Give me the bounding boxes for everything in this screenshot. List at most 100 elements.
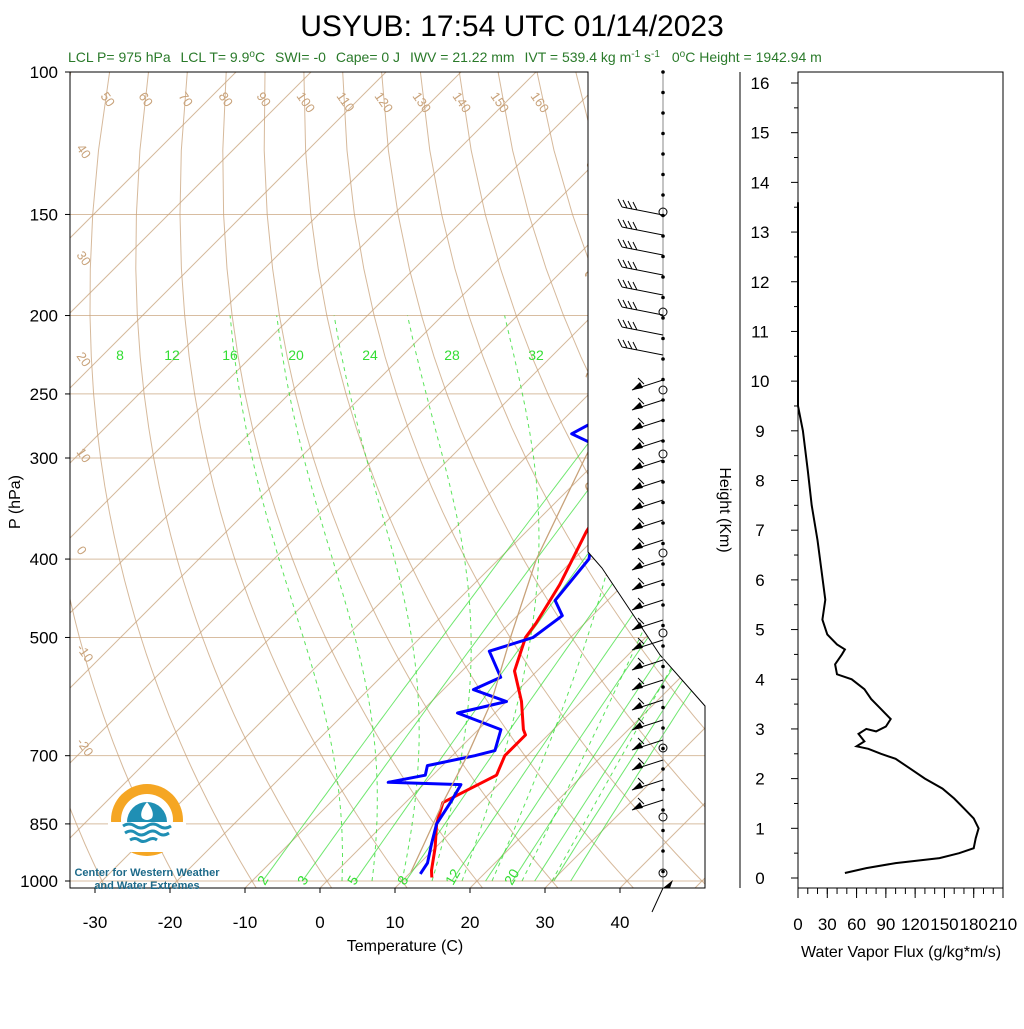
wind-level-dot bbox=[661, 603, 665, 607]
ivt: IVT = 539.4 kg m bbox=[525, 49, 632, 65]
chart-title: USYUB: 17:54 UTC 01/14/2023 bbox=[300, 10, 724, 43]
flux-y-tick-label: 11 bbox=[751, 322, 769, 341]
wind-level-dot bbox=[661, 562, 665, 566]
wind-level-dot bbox=[661, 501, 665, 505]
lcl-p: LCL P= 975 hPa bbox=[68, 49, 171, 65]
isotherm-label-top: 160 bbox=[528, 89, 553, 115]
isotherm-line bbox=[0, 72, 311, 898]
mixing-ratio-label-top: 28 bbox=[444, 347, 460, 363]
x-tick-label: -30 bbox=[83, 913, 108, 932]
isotherm-label-left: 10 bbox=[74, 445, 95, 465]
flux-x-tick-label: 60 bbox=[847, 915, 866, 934]
ivt-sup-2: -1 bbox=[651, 49, 660, 60]
flux-y-tick-label: 3 bbox=[755, 720, 764, 739]
flux-x-tick-label: 180 bbox=[960, 915, 988, 934]
dry-adiabat-line bbox=[90, 72, 263, 898]
y-tick-label: 250 bbox=[30, 385, 58, 404]
flux-y-tick-label: 8 bbox=[755, 472, 764, 491]
cw3e-logo: Center for Western Weather and Water Ext… bbox=[74, 784, 220, 892]
isotherm-label-top: 150 bbox=[488, 89, 513, 115]
moist-adiabat-line bbox=[334, 316, 419, 882]
wind-barb-icon bbox=[632, 718, 663, 730]
surface-staff-line bbox=[652, 888, 663, 912]
y-axis-label: P (hPa) bbox=[7, 475, 24, 529]
x-tick-label: 30 bbox=[536, 913, 555, 932]
wind-barb-icon bbox=[632, 778, 663, 790]
mixing-ratio-label-bottom: 20 bbox=[501, 866, 523, 888]
y-tick-label: 200 bbox=[30, 307, 58, 326]
flux-y-tick-label: 15 bbox=[751, 124, 770, 143]
flux-x-tick-label: 120 bbox=[901, 915, 929, 934]
flux-frame bbox=[798, 72, 1003, 888]
isotherm-label-top: 140 bbox=[450, 89, 475, 115]
mixing-ratio-label-top: 32 bbox=[528, 347, 544, 363]
isotherm-line bbox=[760, 72, 1024, 898]
wind-level-dot bbox=[661, 275, 665, 279]
x-axis-label: Temperature (C) bbox=[347, 938, 463, 955]
flux-x-tick-label: 0 bbox=[793, 915, 802, 934]
flux-y-tick-label: 9 bbox=[755, 422, 764, 441]
flux-y-tick-label: 4 bbox=[755, 670, 764, 689]
dry-adiabat-line bbox=[692, 72, 1024, 898]
wind-level-dot bbox=[661, 624, 665, 628]
mixing-ratio-label-top: 16 bbox=[222, 347, 238, 363]
wind-level-dot bbox=[661, 337, 665, 341]
logo-line-2: and Water Extremes bbox=[94, 880, 199, 892]
dry-adiabat-line bbox=[731, 72, 1024, 898]
isotherm-line bbox=[160, 72, 986, 898]
mixing-ratio-label-bottom: 3 bbox=[294, 873, 312, 888]
x-tick-label: -10 bbox=[233, 913, 258, 932]
zero-height-text: C Height = 1942.94 m bbox=[685, 49, 822, 65]
flux-x-tick-label: 90 bbox=[876, 915, 895, 934]
y-tick-label: 150 bbox=[30, 205, 58, 224]
isotherm-label-left: 40 bbox=[74, 141, 95, 161]
flux-x-tick-label: 30 bbox=[818, 915, 837, 934]
wind-level-dot bbox=[661, 70, 665, 74]
x-tick-label: 40 bbox=[611, 913, 630, 932]
flux-x-tick-label: 210 bbox=[989, 915, 1017, 934]
y-tick-label: 500 bbox=[30, 628, 58, 647]
isotherm-label-top: 60 bbox=[136, 89, 157, 109]
flux-x-tick-label: 150 bbox=[930, 915, 958, 934]
wind-level-dot bbox=[661, 91, 665, 95]
flux-y-tick-label: 10 bbox=[751, 372, 770, 391]
wind-level-dot bbox=[661, 521, 665, 525]
wind-level-dot bbox=[661, 644, 665, 648]
x-tick-label: 0 bbox=[315, 913, 324, 932]
dry-adiabat-line bbox=[136, 72, 339, 898]
isotherm-line bbox=[0, 72, 386, 898]
isotherm-line bbox=[685, 72, 1024, 898]
wind-barb-icon bbox=[632, 658, 663, 670]
moist-adiabat-line bbox=[408, 316, 472, 882]
panel-mask bbox=[588, 72, 705, 706]
dry-adiabat-line bbox=[809, 72, 1024, 898]
isotherm-label-top: 80 bbox=[216, 89, 237, 109]
dry-adiabat-line bbox=[654, 72, 1024, 898]
wind-level-dot bbox=[661, 747, 665, 751]
x-tick-label: 10 bbox=[386, 913, 405, 932]
y-tick-label: 700 bbox=[30, 747, 58, 766]
dry-adiabat-line bbox=[770, 72, 1024, 898]
y-tick-label: 850 bbox=[30, 815, 58, 834]
lcl-t: LCL T= 9.9 bbox=[181, 49, 250, 65]
mixing-ratio-label-top: 24 bbox=[362, 347, 378, 363]
wind-level-dot bbox=[661, 583, 665, 587]
flux-y-tick-label: 7 bbox=[755, 521, 764, 540]
wind-barb-icon bbox=[632, 678, 663, 690]
skewt-grid bbox=[0, 72, 1024, 898]
wind-level-dot bbox=[661, 132, 665, 136]
flux-y-axis-label: Height (Km) bbox=[716, 467, 733, 552]
dry-adiabat-line bbox=[42, 72, 186, 898]
wind-level-dot bbox=[661, 685, 665, 689]
isotherm-label-top: 100 bbox=[294, 89, 319, 115]
zero-height: 0 bbox=[672, 49, 680, 65]
info-line: LCL P= 975 hPa LCL T= 9.9oC SWI= -0 Cape… bbox=[68, 44, 822, 65]
x-tick-label: 20 bbox=[461, 913, 480, 932]
moist-adiabat-line bbox=[230, 316, 342, 882]
skewt-profiles bbox=[388, 72, 1024, 878]
flux-y-tick-label: 5 bbox=[755, 621, 764, 640]
y-tick-label: 300 bbox=[30, 449, 58, 468]
wind-level-dot bbox=[661, 706, 665, 710]
flux-series-line bbox=[798, 202, 979, 873]
